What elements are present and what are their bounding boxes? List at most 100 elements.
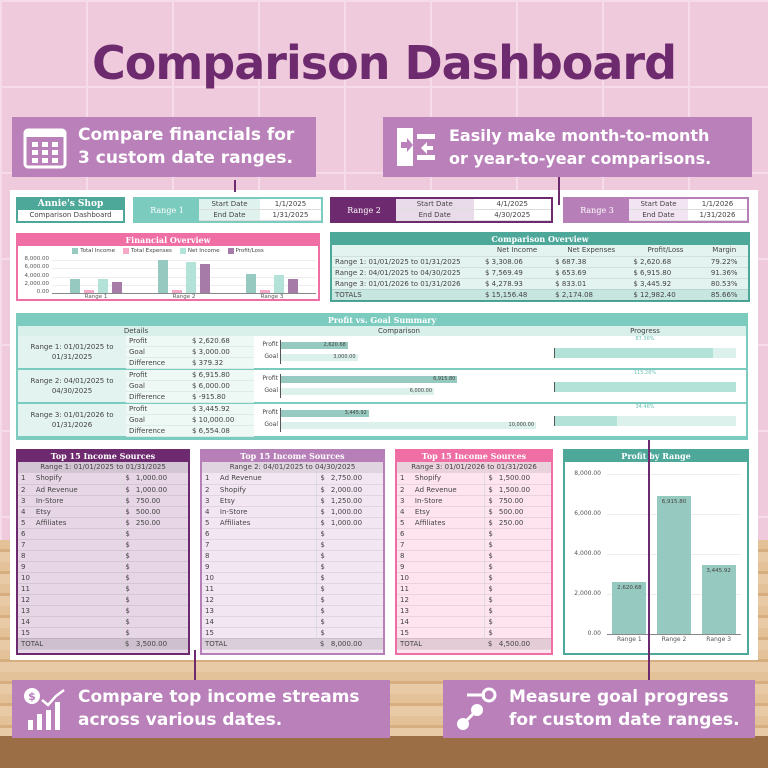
x-tick-label: Range 1: [616, 636, 642, 643]
range-label: Range 3: 01/01/2026 to 01/31/2026: [18, 404, 126, 436]
source-cell: [32, 539, 123, 551]
table-row: 9 $: [202, 561, 383, 573]
currency-cell: $: [316, 638, 328, 650]
x-tick-label: Range 3: [706, 636, 732, 643]
source-cell: [411, 594, 486, 606]
currency-cell: $: [484, 605, 496, 617]
callout-date-ranges: Compare financials for 3 custom date rang…: [12, 117, 316, 177]
rank-cell: 10: [202, 572, 217, 584]
currency-cell: $: [121, 616, 133, 628]
start-date-input[interactable]: 4/1/2025: [473, 199, 551, 210]
detail-label: Profit: [129, 405, 148, 413]
callout-comparisons: Easily make month-to-month or year-to-yea…: [383, 117, 752, 177]
rank-cell: 13: [18, 605, 33, 617]
currency-cell: $: [484, 572, 496, 584]
amount-cell: 1,500.00: [495, 473, 551, 485]
profit-value-label: 3,445.92: [344, 410, 367, 416]
rank-cell: 4: [202, 506, 217, 518]
source-cell: [32, 550, 123, 562]
table-cell: $ 2,174.08: [552, 289, 631, 301]
table-cell: Margin: [700, 245, 748, 257]
financial-bar: [273, 275, 285, 293]
amount-cell: 750.00: [495, 495, 551, 507]
progress-label: 115.26%: [633, 370, 657, 376]
chart-legend: Total Income Total Expenses Net Income Prof…: [18, 248, 318, 254]
table-row: 8 $: [18, 550, 188, 562]
wood-edge: [0, 736, 768, 768]
table-row: Range 3: 01/01/2026 to 01/31/2026 $ 4,278…: [332, 278, 748, 290]
detail-row: Profit $ 3,445.92: [126, 404, 254, 415]
y-tick-label: 8,000.00: [24, 256, 50, 262]
financial-bar: [97, 279, 109, 293]
table-cell: $ 4,278.93: [482, 278, 553, 290]
table-cell: 85.66%: [700, 289, 748, 301]
table-row: 10 $: [18, 572, 188, 584]
source-cell: In-Store: [32, 495, 123, 507]
amount-cell: [495, 561, 551, 573]
table-row: 8 $: [202, 550, 383, 562]
source-cell: [32, 528, 123, 540]
bar-value-label: 2,620.68: [617, 584, 642, 591]
y-tick-label: 8,000.00: [574, 470, 601, 477]
callout-line: 3 custom date ranges.: [78, 148, 293, 168]
start-date-input[interactable]: 1/1/2026: [688, 199, 747, 210]
rank-cell: 3: [397, 495, 412, 507]
rank-cell: 9: [18, 561, 33, 573]
amount-cell: 1,000.00: [132, 473, 188, 485]
amount-cell: [132, 616, 188, 628]
y-tick-label: 4,000.00: [24, 272, 50, 279]
callout-line: for custom date ranges.: [509, 710, 740, 730]
table-row: 11 $: [397, 583, 551, 595]
income-table-range: Range 2: 04/01/2025 to 04/30/2025: [202, 462, 383, 473]
gridline: [52, 268, 316, 270]
detail-row: Goal $ 3,000.00: [126, 347, 254, 358]
source-cell: Shopify: [216, 484, 318, 496]
currency-cell: $: [316, 583, 328, 595]
total-label: TOTAL: [202, 638, 317, 650]
gridline: [52, 276, 316, 278]
currency-cell: $: [484, 583, 496, 595]
detail-value: $ 2,620.68: [192, 337, 230, 345]
table-row: TOTALS $ 15,156.48 $ 2,174.08 $ 12,982.40 85…: [332, 289, 748, 301]
detail-label: Goal: [129, 382, 145, 390]
table-row: 5 Affiliates $250.00: [18, 517, 188, 529]
source-cell: In-Store: [411, 495, 486, 507]
amount-cell: 250.00: [132, 517, 188, 529]
profit-bar: 6,915.80: [657, 495, 691, 634]
end-date-input[interactable]: 4/30/2025: [473, 210, 551, 221]
currency-cell: $: [484, 627, 496, 639]
total-row: TOTAL $3,500.00: [18, 638, 188, 650]
goal-axis-label: Goal: [264, 387, 278, 394]
income-table-range: Range 1: 01/01/2025 to 01/31/2025: [18, 462, 188, 473]
detail-value: $ -915.80: [192, 393, 226, 401]
goal-bar: 10,000.00: [281, 422, 536, 429]
start-date-label: Start Date: [629, 199, 688, 210]
source-cell: [216, 583, 318, 595]
callout-line: across various dates.: [78, 710, 283, 730]
table-row: 15 $: [18, 627, 188, 639]
income-table-title: Top 15 Income Sources: [397, 451, 551, 462]
detail-label: Goal: [129, 348, 145, 356]
table-row: 13 $: [18, 605, 188, 617]
profit-value-label: 6,915.80: [433, 376, 456, 382]
source-cell: [216, 605, 318, 617]
amount-cell: 1,000.00: [327, 517, 383, 529]
start-date-input[interactable]: 1/1/2025: [260, 199, 321, 210]
rank-cell: 8: [18, 550, 33, 562]
profit-goal-group: Range 1: 01/01/2025 to 01/31/2025 Profit $…: [18, 336, 746, 370]
callout-income-streams: $ Compare top income streams across vario…: [12, 680, 390, 738]
progress-chart: 115.26%: [544, 370, 746, 402]
detail-value: $ 6,915.80: [192, 371, 230, 379]
rank-cell: 1: [202, 473, 217, 485]
amount-cell: [327, 605, 383, 617]
rank-cell: 1: [397, 473, 412, 485]
financial-bar: [171, 290, 183, 293]
end-date-input[interactable]: 1/31/2025: [260, 210, 321, 221]
profit-axis-label: Profit: [262, 375, 278, 382]
source-cell: [32, 616, 123, 628]
currency-cell: $: [316, 539, 328, 551]
gridline: [52, 260, 316, 261]
source-cell: [32, 561, 123, 573]
end-date-input[interactable]: 1/31/2026: [688, 210, 747, 221]
income-growth-icon: $: [24, 688, 65, 730]
